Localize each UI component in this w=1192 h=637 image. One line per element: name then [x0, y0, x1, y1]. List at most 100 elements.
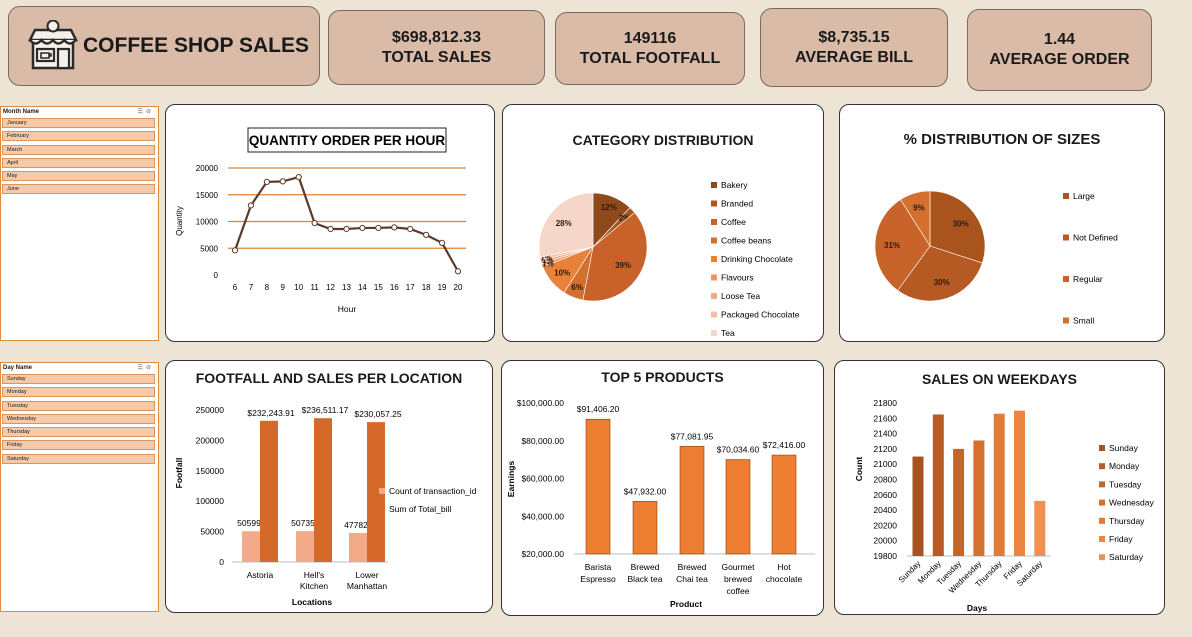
bar	[296, 531, 314, 562]
x-tick-label: 12	[326, 283, 335, 292]
y-axis-title: Earnings	[506, 461, 516, 498]
kpi-total-footfall: 149116 TOTAL FOOTFALL	[555, 12, 745, 85]
y-tick-label: 21600	[873, 413, 897, 423]
x-tick-label: Gourmet	[721, 562, 755, 572]
legend-swatch	[1099, 463, 1105, 470]
kpi-label: AVERAGE BILL	[795, 48, 913, 66]
data-point	[295, 173, 302, 181]
quantity-per-hour-chart: QUANTITY ORDER PER HOUR 0 5000 10000 15000 20…	[165, 104, 495, 342]
y-tick-label: $20,000.00	[521, 549, 564, 559]
x-tick-label: 8	[265, 283, 270, 292]
slicer-item-thursday[interactable]: Thursday	[2, 427, 155, 438]
bar-value-label: 47782	[344, 520, 368, 530]
location-chart: FOOTFALL AND SALES PER LOCATION 0 50000 10…	[165, 360, 493, 613]
bar-value-label: $236,511.17	[302, 405, 349, 415]
slice-label: 30%	[953, 220, 969, 229]
x-tick-label: brewed	[724, 574, 752, 584]
x-tick-label: Kitchen	[300, 581, 329, 591]
data-point	[359, 224, 366, 232]
x-axis-title: Hour	[338, 304, 357, 314]
location-bar-plot: 0 50000 100000 150000 200000 250000 50599 $232,…	[174, 405, 477, 607]
bar	[260, 420, 278, 562]
chart-title: TOP 5 PRODUCTS	[601, 369, 724, 385]
x-tick-label: Manhattan	[347, 581, 387, 591]
kpi-value: 149116	[623, 29, 677, 47]
x-tick-label: 17	[406, 283, 415, 292]
quantity-per-hour-plot: QUANTITY ORDER PER HOUR 0 5000 10000 15000 20…	[175, 127, 466, 314]
pie-slice	[929, 190, 986, 264]
y-tick-label: 20400	[873, 505, 897, 515]
legend-label: Branded	[721, 199, 753, 209]
slicer-item-june[interactable]: June	[2, 184, 155, 195]
legend-swatch	[711, 237, 717, 244]
legend-label: Coffee beans	[721, 236, 771, 246]
bar	[1014, 410, 1025, 556]
slicer-item-saturday[interactable]: Saturday	[2, 453, 155, 464]
legend-swatch	[711, 311, 717, 318]
chart-title: QUANTITY ORDER PER HOUR	[249, 133, 446, 148]
x-tick-label: Espresso	[580, 574, 616, 584]
slicer-item-tuesday[interactable]: Tuesday	[2, 400, 155, 411]
title-box	[247, 127, 447, 153]
legend-label: Monday	[1109, 461, 1140, 471]
legend-swatch	[711, 274, 717, 281]
bar	[679, 445, 705, 555]
slicer-item-march[interactable]: March	[2, 144, 155, 155]
slicer-item-may[interactable]: May	[2, 171, 155, 182]
pie-slice	[538, 192, 594, 258]
x-tick-label: Brewed	[631, 562, 660, 572]
weekday-sales-chart: SALES ON WEEKDAYS 19800 20000 20200 20400 20…	[834, 360, 1165, 615]
y-tick-label: 15000	[196, 191, 219, 200]
y-tick-label: 20000	[873, 536, 897, 546]
x-axis-title: Days	[967, 603, 988, 613]
data-point	[391, 224, 398, 231]
month-slicer-header: Month Name ☰⊘	[1, 107, 158, 118]
bar-value-label: 50735	[291, 518, 315, 528]
slicer-item-friday[interactable]: Friday	[2, 440, 155, 451]
kpi-value: $8,735.15	[818, 28, 890, 46]
slice-label: 1%	[542, 259, 554, 268]
x-tick-label: Chai tea	[676, 574, 708, 584]
x-axis-title: Locations	[292, 597, 332, 607]
slicer-item-sunday[interactable]: Sunday	[2, 374, 155, 384]
dashboard-title: COFFEE SHOP SALES	[83, 34, 309, 57]
data-point	[407, 225, 414, 233]
y-tick-label: 200000	[196, 435, 225, 445]
slice-label: 39%	[615, 261, 631, 270]
legend-swatch	[1099, 499, 1105, 506]
slicer-item-wednesday[interactable]: Wednesday	[2, 413, 155, 424]
legend-swatch	[711, 293, 717, 299]
clear-filter-icon[interactable]: ⊘	[145, 109, 154, 115]
multi-select-icon[interactable]: ☰	[137, 365, 146, 371]
y-tick-label: 250000	[196, 405, 225, 415]
legend-swatch	[1099, 536, 1105, 542]
legend-swatch	[711, 182, 717, 188]
legend-label: Thursday	[1109, 516, 1145, 526]
slicer-item-april[interactable]: April	[2, 157, 155, 168]
slice-label: 9%	[913, 204, 925, 213]
y-tick-label: 150000	[196, 466, 225, 476]
legend-label: Friday	[1109, 534, 1133, 544]
legend-label: Bakery	[721, 180, 748, 190]
slice-label: 12%	[601, 203, 617, 212]
bar	[314, 418, 332, 562]
slice-label: 30%	[934, 278, 950, 287]
multi-select-icon[interactable]: ☰	[137, 109, 146, 115]
data-point	[327, 225, 334, 233]
bar	[932, 414, 944, 556]
y-tick-label: 21400	[873, 429, 897, 439]
weekday-bar-plot: 19800 20000 20200 20400 20600 20800 21000 21200…	[854, 398, 1154, 613]
slicer-item-january[interactable]: January	[2, 118, 155, 128]
pie-slice	[897, 245, 983, 302]
bar-value-label: $77,081.95	[671, 431, 714, 441]
x-tick-label: Hell's	[304, 570, 325, 580]
day-slicer-header: Day Name ☰⊘	[1, 363, 158, 374]
data-point	[454, 268, 462, 275]
slicer-item-february[interactable]: February	[2, 131, 155, 142]
kpi-label: AVERAGE ORDER	[989, 51, 1130, 68]
clear-filter-icon[interactable]: ⊘	[145, 365, 154, 371]
top-products-chart: TOP 5 PRODUCTS $20,000.00 $40,000.00 $60,0…	[501, 360, 824, 616]
bar-value-label: $72,416.00	[763, 440, 806, 450]
slicer-item-monday[interactable]: Monday	[2, 387, 155, 398]
x-tick-label: 10	[294, 283, 303, 292]
